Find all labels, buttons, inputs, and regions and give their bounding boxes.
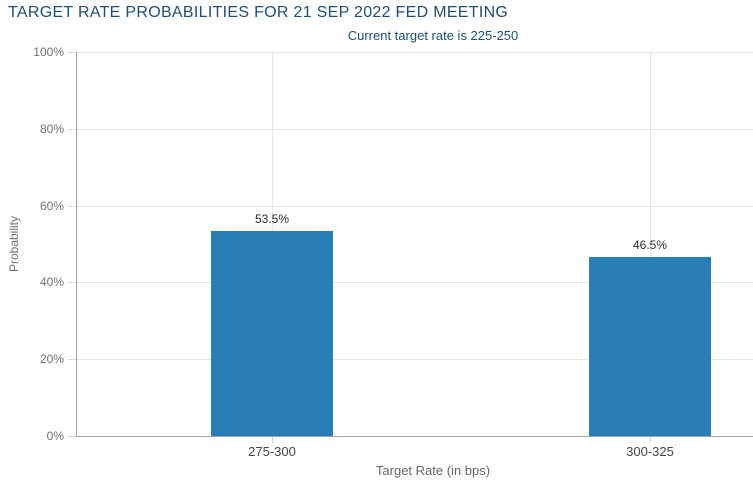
y-tick-label-80: 80%	[39, 122, 64, 136]
y-axis-line	[76, 52, 77, 436]
bar-300-325[interactable]	[589, 257, 711, 436]
bar-275-300[interactable]	[211, 230, 333, 436]
y-tick-label-20: 20%	[39, 352, 64, 366]
y-tick-label-0: 0%	[46, 429, 64, 443]
v-gridline-1	[650, 52, 651, 436]
data-label-300-325: 46.5%	[632, 238, 668, 253]
x-axis-line	[76, 436, 753, 437]
y-tick-0	[68, 436, 76, 437]
y-tick-60	[68, 206, 76, 207]
x-tick-1	[650, 437, 651, 443]
category-label-300-325: 300-325	[626, 444, 674, 459]
y-tick-label-100: 100%	[33, 45, 64, 59]
category-label-275-300: 275-300	[248, 444, 296, 459]
y-tick-20	[68, 359, 76, 360]
chart-title: TARGET RATE PROBABILITIES FOR 21 SEP 202…	[8, 4, 509, 21]
data-label-275-300: 53.5%	[254, 211, 290, 226]
y-axis-title: Probability	[7, 215, 21, 273]
h-gridline-60	[76, 206, 753, 207]
x-axis-title: Target Rate (in bps)	[375, 463, 491, 478]
y-tick-100	[68, 52, 76, 53]
h-gridline-20	[76, 359, 753, 360]
y-tick-label-40: 40%	[39, 275, 64, 289]
h-gridline-100	[76, 52, 753, 53]
x-tick-0	[272, 437, 273, 443]
y-tick-40	[68, 282, 76, 283]
y-tick-label-60: 60%	[39, 199, 64, 213]
h-gridline-80	[76, 129, 753, 130]
chart-subtitle: Current target rate is 225-250	[347, 28, 519, 43]
y-tick-80	[68, 129, 76, 130]
h-gridline-40	[76, 282, 753, 283]
